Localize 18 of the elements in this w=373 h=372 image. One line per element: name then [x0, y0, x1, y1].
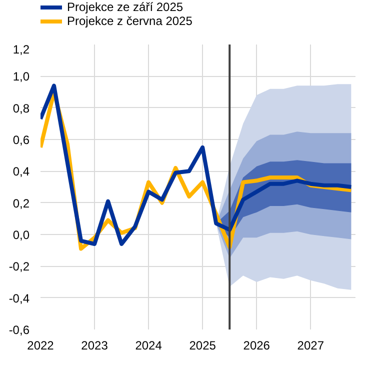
legend-label: Projekce z června 2025 — [67, 14, 192, 28]
x-tick-label: 2023 — [81, 338, 108, 352]
x-tick-label: 2027 — [297, 338, 324, 352]
y-tick-label: 0,2 — [12, 196, 30, 210]
y-tick-label: 0,4 — [12, 164, 30, 179]
x-tick-label: 2024 — [135, 338, 162, 352]
y-tick-label: 0,0 — [12, 228, 30, 242]
x-tick-label: 2022 — [27, 338, 54, 352]
y-tick-label: -0,6 — [8, 323, 30, 337]
x-tick-label: 2025 — [189, 338, 216, 352]
y-tick-label: 0,8 — [12, 101, 30, 116]
y-tick-label: 0,6 — [12, 133, 30, 147]
x-tick-label: 2026 — [243, 338, 270, 352]
y-tick-label: -0,4 — [8, 291, 30, 306]
y-tick-label: 1,0 — [12, 70, 30, 84]
y-tick-label: -0,2 — [8, 260, 30, 274]
y-tick-label: 1,2 — [12, 42, 30, 56]
legend-label: Projekce ze září 2025 — [67, 0, 184, 14]
